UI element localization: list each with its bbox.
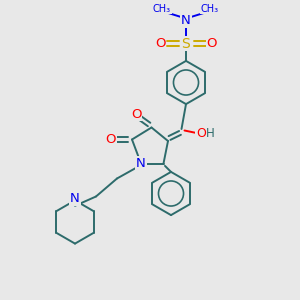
Text: N: N [181, 14, 191, 28]
Text: O: O [131, 107, 142, 121]
Text: O: O [155, 37, 166, 50]
Text: H: H [206, 127, 214, 140]
Text: CH₃: CH₃ [201, 4, 219, 14]
Text: O: O [196, 127, 206, 140]
Text: CH₃: CH₃ [153, 4, 171, 14]
Text: N: N [70, 192, 80, 206]
Text: S: S [182, 37, 190, 50]
Text: N: N [136, 157, 146, 170]
Text: O: O [106, 133, 116, 146]
Text: O: O [206, 37, 217, 50]
